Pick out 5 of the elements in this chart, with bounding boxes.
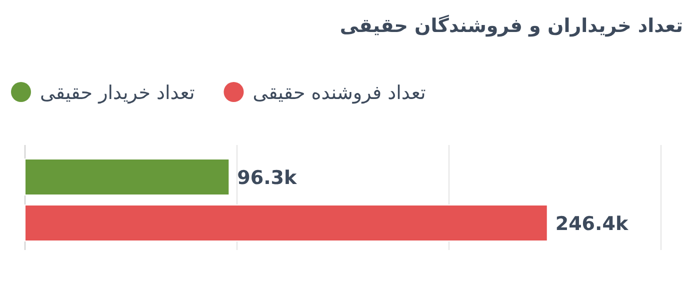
legend-label: تعداد فروشنده حقیقی <box>252 82 426 104</box>
chart-title: تعداد خریداران و فروشندگان حقیقی <box>340 14 683 37</box>
legend-label: تعداد خریدار حقیقی <box>40 82 195 104</box>
data-label: 246.4k <box>555 213 628 235</box>
data-label: 96.3k <box>237 167 298 189</box>
